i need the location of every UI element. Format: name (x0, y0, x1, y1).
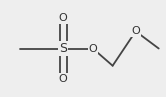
Text: S: S (59, 42, 67, 55)
Text: O: O (88, 43, 97, 54)
Text: O: O (59, 13, 68, 23)
Text: O: O (59, 74, 68, 84)
Text: O: O (131, 26, 140, 36)
